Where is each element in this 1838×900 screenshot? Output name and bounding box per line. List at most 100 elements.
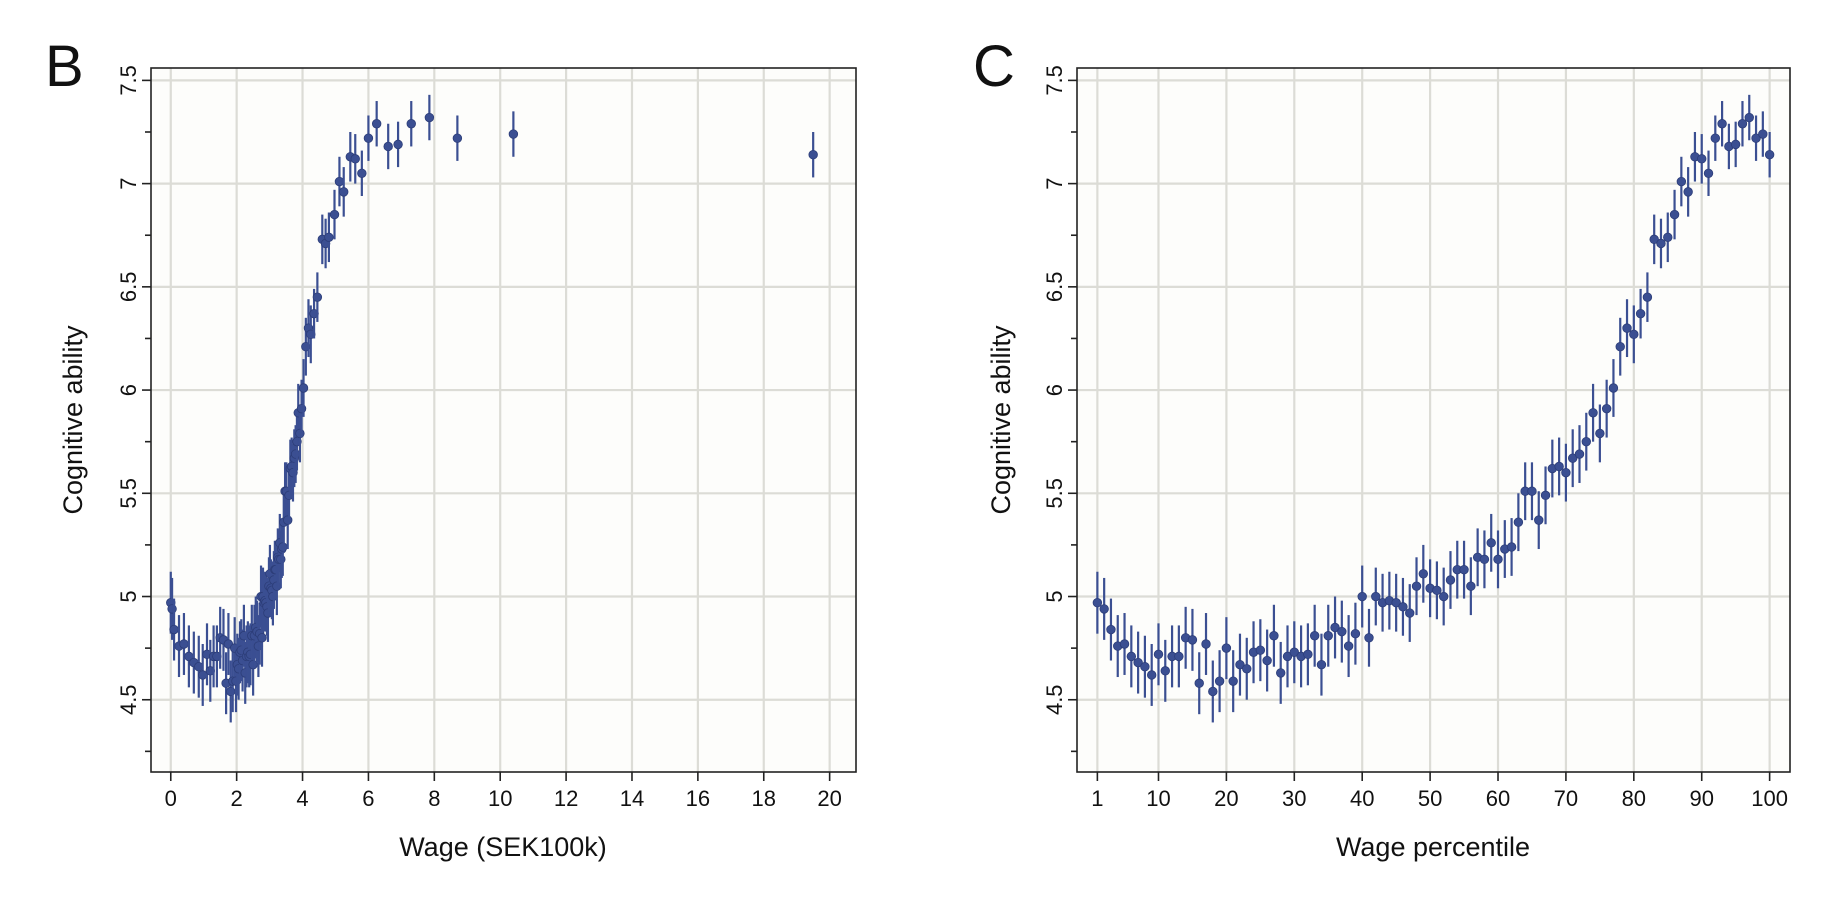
data-point xyxy=(1350,628,1361,639)
data-point xyxy=(1608,383,1619,393)
data-point xyxy=(1568,453,1578,463)
y-tick-label: 5.5 xyxy=(1042,478,1067,509)
y-tick-label: 6 xyxy=(1042,384,1067,396)
panel-letter-b: B xyxy=(45,34,84,99)
data-point xyxy=(1751,133,1761,143)
data-point xyxy=(1343,641,1354,651)
data-point xyxy=(1676,176,1687,187)
data-point xyxy=(1106,624,1116,635)
x-tick-label: 16 xyxy=(686,786,710,811)
data-point xyxy=(1371,591,1381,602)
data-point xyxy=(198,670,208,680)
y-tick-label: 5.5 xyxy=(116,478,141,509)
data-point xyxy=(424,112,435,123)
data-point xyxy=(1276,668,1286,678)
y-tick-label: 5 xyxy=(1042,590,1067,602)
data-point xyxy=(1758,129,1768,139)
data-point xyxy=(1730,139,1741,150)
y-tick-label: 4.5 xyxy=(1042,684,1067,715)
data-point xyxy=(1160,666,1170,676)
data-point xyxy=(452,133,463,143)
data-point xyxy=(1493,554,1503,565)
data-point xyxy=(1466,581,1476,591)
x-tick-label: 20 xyxy=(817,786,841,811)
data-point xyxy=(283,515,293,525)
data-point xyxy=(1242,664,1252,674)
panel-letter-c: C xyxy=(973,34,1015,99)
y-tick-label: 7.5 xyxy=(1042,65,1067,96)
x-axis-title-c: Wage percentile xyxy=(1336,832,1530,862)
data-point xyxy=(1099,604,1109,614)
data-point xyxy=(1092,598,1103,608)
data-point xyxy=(1418,569,1429,579)
data-point xyxy=(1595,428,1605,439)
data-point xyxy=(383,141,393,152)
x-tick-label: 30 xyxy=(1282,786,1306,811)
y-tick-label: 6 xyxy=(116,384,141,396)
data-point xyxy=(1744,112,1754,123)
x-tick-label: 2 xyxy=(231,786,243,811)
data-point xyxy=(1737,119,1748,129)
x-tick-label: 1 xyxy=(1091,786,1103,811)
panel-b: 0 2 4 6 8 10 12 14 16 18 20 4.5 5 5.5 6 6.5 7 7.5 B Wage (S… xyxy=(45,34,857,862)
data-point xyxy=(334,176,345,187)
data-point xyxy=(1282,651,1293,662)
data-point xyxy=(1337,626,1347,637)
data-point xyxy=(298,383,309,393)
data-point xyxy=(1663,232,1673,242)
x-tick-label: 0 xyxy=(165,786,177,811)
data-point xyxy=(1391,598,1401,608)
data-point xyxy=(1683,187,1693,197)
data-point xyxy=(1153,649,1164,660)
x-axis-title-b: Wage (SEK100k) xyxy=(399,832,607,862)
y-axis-title-c: Cognitive ability xyxy=(986,325,1016,515)
data-point xyxy=(1262,655,1272,666)
axes-frame xyxy=(150,67,857,773)
data-point xyxy=(508,129,519,139)
data-point xyxy=(324,232,334,242)
data-point xyxy=(1309,631,1320,641)
data-point xyxy=(1330,622,1340,633)
data-point xyxy=(1629,329,1639,340)
x-tick-label: 4 xyxy=(296,786,308,811)
x-tick-label: 90 xyxy=(1689,786,1713,811)
data-point xyxy=(1201,639,1211,649)
data-point xyxy=(1669,209,1680,220)
data-point xyxy=(1459,564,1469,575)
data-point xyxy=(1411,581,1422,591)
plot-area xyxy=(1077,68,1790,772)
x-tick-label: 8 xyxy=(428,786,440,811)
y-tick-label: 5 xyxy=(116,590,141,602)
data-point xyxy=(1208,686,1218,697)
data-point xyxy=(1398,602,1408,612)
x-tick-label: 6 xyxy=(362,786,374,811)
data-point xyxy=(363,133,374,143)
data-point xyxy=(1642,292,1653,302)
data-point xyxy=(179,639,189,649)
data-point xyxy=(1405,608,1415,618)
data-point xyxy=(371,119,382,129)
data-point xyxy=(312,292,323,302)
data-point xyxy=(1269,631,1279,641)
y-tick-label: 7 xyxy=(116,177,141,189)
data-point xyxy=(1316,659,1327,670)
data-point xyxy=(1146,670,1157,680)
data-point xyxy=(1289,647,1299,657)
data-point xyxy=(1649,234,1659,245)
data-point xyxy=(1622,323,1632,333)
data-point xyxy=(169,624,179,635)
data-point xyxy=(393,139,403,150)
data-point xyxy=(1540,490,1551,501)
plot-area xyxy=(151,68,856,772)
data-point xyxy=(1235,659,1245,670)
x-tick-label: 20 xyxy=(1214,786,1238,811)
data-point xyxy=(1303,649,1313,660)
data-point xyxy=(1635,308,1646,319)
data-point xyxy=(1703,168,1714,178)
x-tick-label: 80 xyxy=(1622,786,1646,811)
data-point xyxy=(1574,449,1585,459)
data-point xyxy=(1194,678,1204,688)
data-point xyxy=(1697,154,1707,164)
data-point xyxy=(1710,133,1721,143)
data-point xyxy=(1438,591,1449,602)
